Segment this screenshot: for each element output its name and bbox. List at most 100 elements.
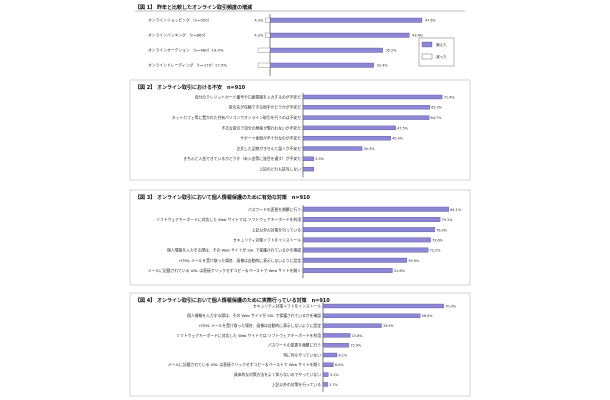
bar-increase — [269, 32, 410, 38]
category-label: 自分のクレジットカード番号や口座情報を入力するのが不安だ — [195, 94, 302, 99]
figure-4-title: 【図 4】 オンライン取引において個人情報保護のために実際行っている対策 n=9… — [135, 297, 330, 304]
value-label: 15.0% — [350, 344, 362, 348]
value-label: 45.0% — [392, 137, 404, 141]
bar — [302, 237, 431, 243]
figure-4: 【図 4】 オンライン取引において個人情報保護のために実際行っている対策 n=9… — [129, 292, 471, 397]
bar — [302, 268, 393, 273]
figure-4-bars: セキュリティ対策ソフトをインストール 70.0% 個人情報を入力する際は、その We… — [168, 302, 457, 393]
bar — [302, 206, 449, 212]
figure-1-legend: 増えた 減った — [418, 37, 455, 67]
bar — [302, 125, 396, 131]
figure-3-bars: パスワードの変更を頻繁に行う 84.1% ソフトウェアキーボードに対応した Web … — [148, 205, 462, 279]
value-label: 43.6% — [412, 34, 424, 38]
value-label: 47.6% — [425, 19, 437, 23]
figure-2-title: 【図 2】 オンライン取引における不安 n=910 — [135, 84, 246, 91]
value-label: 72.2% — [430, 249, 442, 253]
value-label: 84.1% — [450, 208, 462, 212]
category-label: ソフトウェアキーボードに対応した Web サイトでは ソフトウェアキーボードを利… — [176, 333, 321, 338]
bar — [322, 333, 351, 338]
bar — [302, 105, 430, 110]
category-label: パスワードの変更を頻繁に行う — [248, 207, 301, 212]
category-label: ソフトウェアキーボードに対応した Web サイトでは ソフトウェアキーボードを利… — [156, 217, 301, 222]
value-label: 79.1% — [442, 218, 454, 222]
bar — [322, 323, 382, 328]
bar-decrease — [265, 17, 271, 23]
category-label: HTML メールを受け取った場合、画像は自動的に表示しないように設定 — [179, 258, 301, 263]
category-label: サポート体制が不十分なのが不安だ — [240, 136, 301, 141]
category-label: 注文した品物がきちんと届くか不安だ — [236, 146, 301, 151]
category-label: 上記以外の対策を行っている — [272, 382, 321, 387]
bar-decrease — [257, 62, 271, 68]
value-label: 33.9% — [383, 324, 395, 328]
value-label: 76.0% — [436, 228, 448, 232]
category-label: 個人情報を入力する際は、その Web サイトが SSL で保護されているかを確認 — [167, 248, 301, 253]
value-label: 30.3% — [364, 147, 376, 151]
category-label: 上記以外の対策を行っている — [252, 227, 301, 232]
category-label: メールに記載されている URL は直接クリックせずコピー＆ペーストで Web サ… — [168, 362, 321, 367]
bar — [302, 257, 407, 263]
bar — [322, 343, 350, 348]
category-label: セキュリティ対策ソフトをインストール — [233, 238, 301, 243]
value-label: 8.1% — [338, 353, 347, 357]
figure-3-frame — [129, 189, 471, 286]
legend-swatch-decrease — [421, 53, 433, 60]
legend-label-decrease: 減った — [436, 54, 447, 59]
value-label: 35.2% — [386, 49, 398, 53]
figure-1-bars: オンラインショッピング （n=950） 47.6% 4.3% オンラインバンキング （… — [148, 14, 437, 76]
category-label: 個人情報を入力する際は、その Web サイトが SSL で保護されているかを確認 — [187, 313, 321, 318]
legend-label-increase: 増えた — [436, 42, 447, 47]
value-label: 32.4% — [377, 64, 389, 68]
value-label: 73.6% — [432, 239, 444, 243]
figure-3: 【図 3】 オンライン取引において個人情報保護のために有効な対策 n=910 パ… — [129, 189, 471, 286]
bar — [322, 303, 444, 309]
bar — [302, 227, 435, 233]
figure-2: 【図 2】 オンライン取引における不安 n=910 自分のクレジットカード番号や… — [129, 79, 471, 181]
value-label: 5.5% — [315, 157, 324, 161]
legend-swatch-increase — [421, 41, 433, 48]
bar — [302, 136, 391, 141]
value-label: 51.6% — [394, 269, 406, 273]
category-label: HTML メールを受け取った場合、画像は自動的に表示しないように設定 — [199, 323, 321, 328]
bar — [302, 156, 314, 161]
figure-4-frame — [129, 292, 471, 397]
figure-2-frame — [129, 79, 471, 181]
figure-1-title: 【図 1】 昨年と比較したオンライン取引頻度の増減 — [135, 4, 252, 11]
bar — [322, 352, 338, 358]
value-label: 59.9% — [408, 259, 420, 263]
bar — [302, 146, 363, 151]
category-label: 取引先が信頼できる相手かどうかが不安だ — [229, 105, 301, 110]
category-label: オンラインバンキング （n=665） — [148, 33, 208, 38]
bar-decrease — [257, 47, 271, 53]
bar — [302, 217, 441, 222]
value-label: 71.4% — [444, 95, 456, 99]
value-label: 56.4% — [422, 314, 434, 318]
category-label: パスワードの変更を頻繁に行う — [268, 343, 321, 348]
bar — [322, 372, 329, 377]
bar — [322, 382, 328, 387]
category-label: オンラインショッピング （n=950） — [148, 18, 211, 23]
category-label: オンライントレーディング （n=170）17.5% — [148, 63, 227, 68]
value-label: 65.0% — [431, 106, 443, 110]
value-label: 47.5% — [397, 126, 409, 130]
figure-1: 【図 1】 昨年と比較したオンライン取引頻度の増減 オンラインショッピング （n… — [135, 4, 465, 76]
figure-3-title: 【図 3】 オンライン取引において個人情報保護のために有効な対策 n=910 — [135, 194, 311, 201]
value-label: 64.7% — [431, 116, 443, 120]
category-label: 不正な取引で自分の財産が奪われないか不安だ — [221, 125, 301, 130]
category-label: ネットカフェ等に置かれた共有パソコンでオンライン取引を行うのは不安だ — [172, 115, 301, 120]
bar-decrease — [265, 32, 271, 38]
value-label: 15.8% — [352, 334, 364, 338]
bar — [302, 115, 430, 120]
bar-increase — [269, 62, 374, 68]
bar — [302, 94, 443, 100]
bar — [322, 313, 421, 318]
category-label: 具体的な対策方法をよく知らないのでやっていない — [234, 372, 321, 377]
category-label: メールに記載されている URL は直接クリックせずコピー＆ペーストで Web サ… — [148, 268, 301, 273]
value-label: 2.7% — [329, 383, 338, 387]
value-label: 4.3% — [255, 19, 264, 23]
bar — [302, 247, 429, 253]
value-label: 3.1% — [330, 373, 339, 377]
category-label: オンラインオークション （n=480）19.0% — [148, 48, 224, 53]
bar-increase — [269, 47, 383, 53]
category-label: 上記のどれも該当しない — [259, 167, 301, 172]
